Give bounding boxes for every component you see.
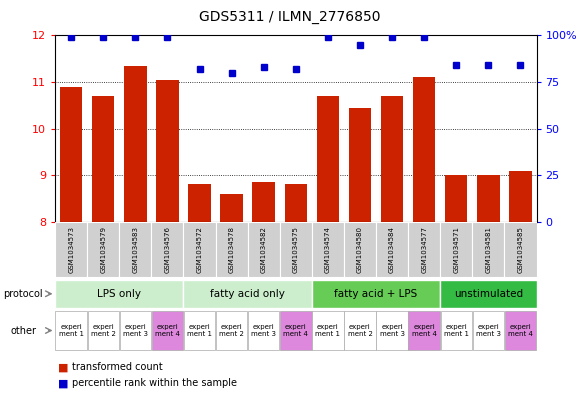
Bar — [216, 222, 248, 277]
Text: unstimulated: unstimulated — [454, 289, 523, 299]
Bar — [248, 222, 280, 277]
Text: other: other — [10, 326, 37, 336]
Bar — [376, 222, 408, 277]
Text: percentile rank within the sample: percentile rank within the sample — [72, 378, 237, 388]
Bar — [87, 222, 119, 277]
Text: protocol: protocol — [3, 288, 42, 299]
Text: fatty acid + LPS: fatty acid + LPS — [335, 289, 418, 299]
Bar — [56, 310, 87, 351]
Text: GSM1034585: GSM1034585 — [517, 226, 524, 273]
Bar — [88, 310, 119, 351]
Bar — [60, 87, 82, 222]
Bar — [151, 222, 183, 277]
Text: GSM1034576: GSM1034576 — [164, 226, 171, 273]
Bar — [509, 171, 532, 222]
Text: GSM1034579: GSM1034579 — [100, 226, 106, 273]
Text: experi
ment 3: experi ment 3 — [123, 324, 148, 337]
Bar — [408, 222, 440, 277]
Text: GSM1034574: GSM1034574 — [325, 226, 331, 273]
Bar — [55, 222, 87, 277]
Text: GSM1034584: GSM1034584 — [389, 226, 395, 273]
Text: experi
ment 2: experi ment 2 — [91, 324, 115, 337]
Text: GSM1034577: GSM1034577 — [421, 226, 427, 273]
Bar — [252, 182, 275, 222]
Text: experi
ment 2: experi ment 2 — [347, 324, 372, 337]
Bar — [188, 184, 211, 222]
Bar — [381, 96, 403, 222]
Bar — [317, 96, 339, 222]
Text: GSM1034583: GSM1034583 — [132, 226, 139, 273]
Bar — [124, 66, 147, 222]
Bar — [285, 184, 307, 222]
Bar — [55, 280, 183, 308]
Bar — [312, 310, 343, 351]
Text: experi
ment 1: experi ment 1 — [59, 324, 84, 337]
Bar — [349, 108, 371, 222]
Text: experi
ment 2: experi ment 2 — [219, 324, 244, 337]
Text: GSM1034581: GSM1034581 — [485, 226, 491, 273]
Bar — [413, 77, 436, 222]
Text: GSM1034580: GSM1034580 — [357, 226, 363, 273]
Text: GSM1034582: GSM1034582 — [260, 226, 267, 273]
Bar — [440, 280, 536, 308]
Bar — [505, 310, 536, 351]
Bar — [441, 310, 472, 351]
Text: experi
ment 1: experi ment 1 — [444, 324, 469, 337]
Bar — [216, 310, 247, 351]
Text: GSM1034575: GSM1034575 — [293, 226, 299, 273]
Text: ■: ■ — [58, 378, 68, 388]
Bar — [440, 222, 472, 277]
Bar — [345, 310, 376, 351]
Bar — [472, 222, 505, 277]
Bar — [156, 80, 179, 222]
Bar — [408, 310, 440, 351]
Text: GSM1034573: GSM1034573 — [68, 226, 74, 273]
Text: GDS5311 / ILMN_2776850: GDS5311 / ILMN_2776850 — [200, 10, 380, 24]
Bar — [505, 222, 536, 277]
Bar — [152, 310, 183, 351]
Bar — [183, 222, 216, 277]
Bar — [119, 310, 151, 351]
Bar — [248, 310, 280, 351]
Text: experi
ment 4: experi ment 4 — [284, 324, 308, 337]
Bar — [183, 280, 312, 308]
Bar — [477, 175, 499, 222]
Text: GSM1034571: GSM1034571 — [453, 226, 459, 273]
Text: experi
ment 3: experi ment 3 — [251, 324, 276, 337]
Bar — [119, 222, 151, 277]
Bar — [473, 310, 504, 351]
Bar — [220, 194, 243, 222]
Text: ■: ■ — [58, 362, 68, 373]
Text: experi
ment 4: experi ment 4 — [412, 324, 437, 337]
Text: fatty acid only: fatty acid only — [210, 289, 285, 299]
Text: experi
ment 3: experi ment 3 — [476, 324, 501, 337]
Text: transformed count: transformed count — [72, 362, 163, 373]
Bar — [312, 222, 344, 277]
Bar — [280, 310, 311, 351]
Text: LPS only: LPS only — [97, 289, 142, 299]
Text: experi
ment 1: experi ment 1 — [316, 324, 340, 337]
Text: GSM1034572: GSM1034572 — [197, 226, 202, 273]
Bar — [344, 222, 376, 277]
Text: experi
ment 1: experi ment 1 — [187, 324, 212, 337]
Text: experi
ment 3: experi ment 3 — [379, 324, 405, 337]
Text: GSM1034578: GSM1034578 — [229, 226, 235, 273]
Bar — [280, 222, 312, 277]
Bar — [92, 96, 114, 222]
Bar — [445, 175, 467, 222]
Bar — [376, 310, 408, 351]
Text: experi
ment 4: experi ment 4 — [155, 324, 180, 337]
Text: experi
ment 4: experi ment 4 — [508, 324, 533, 337]
Bar — [184, 310, 215, 351]
Bar — [312, 280, 440, 308]
